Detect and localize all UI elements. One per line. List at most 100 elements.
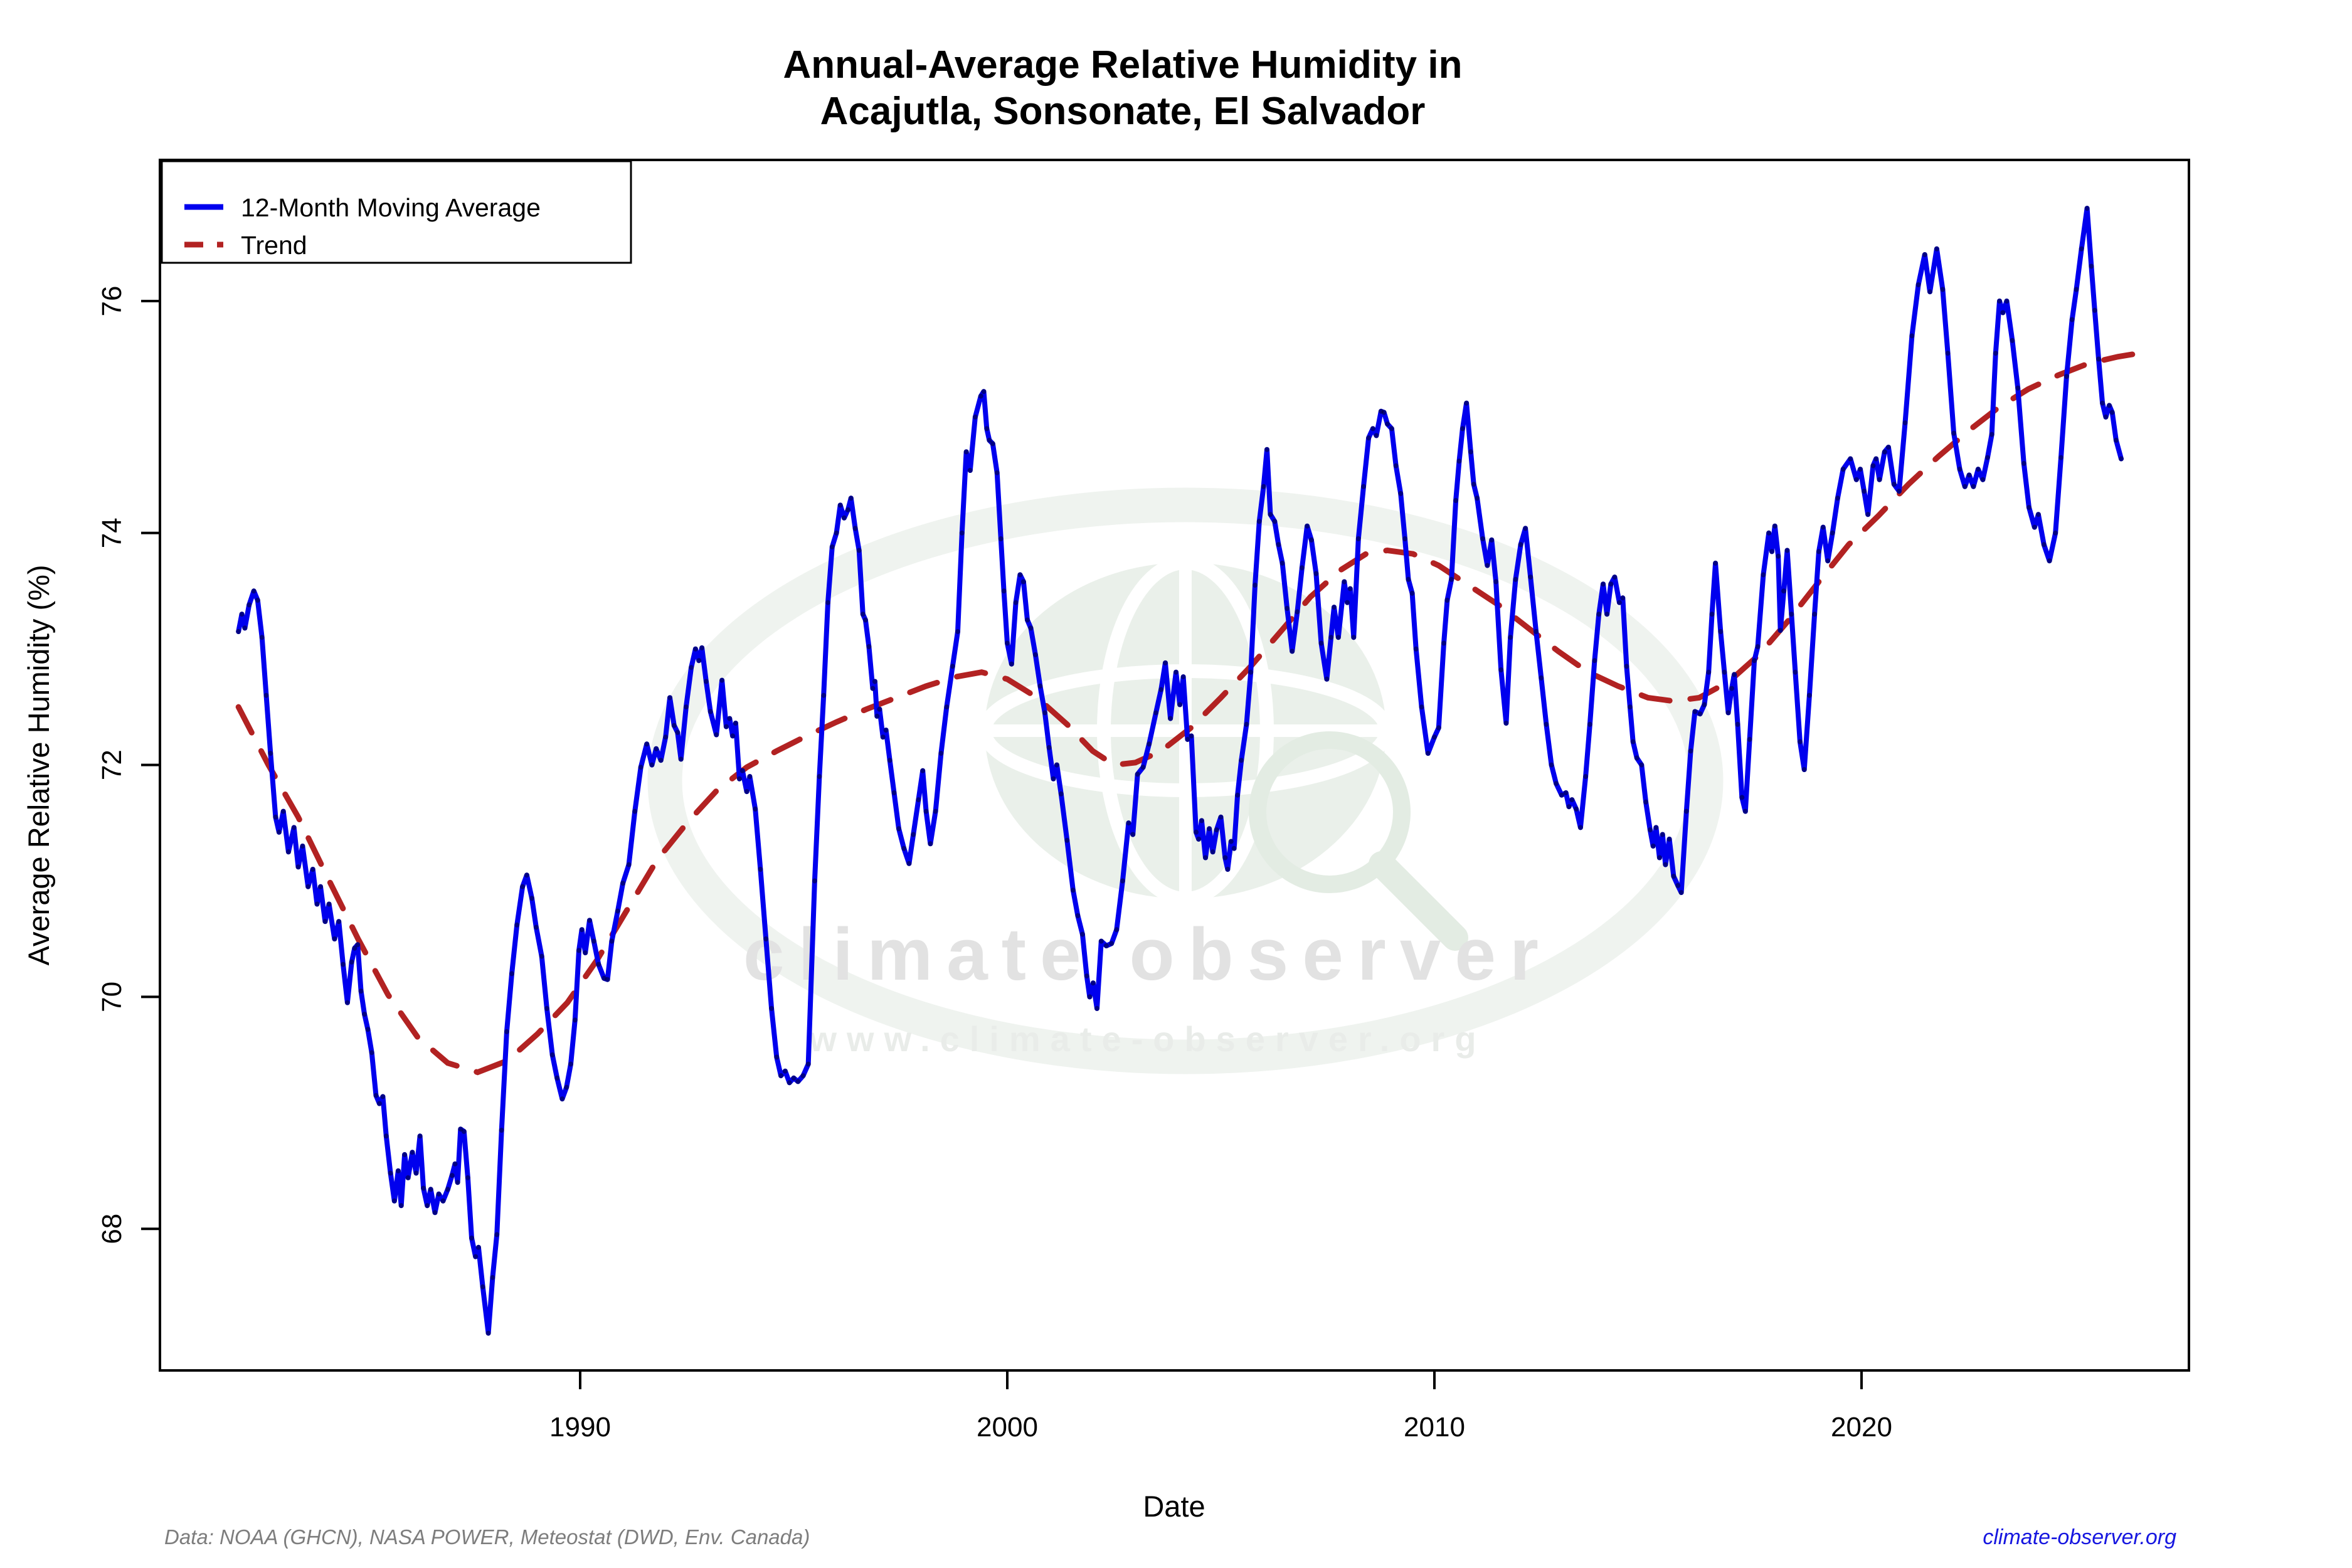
data-point-marker <box>978 393 983 399</box>
data-point-marker <box>1104 943 1109 948</box>
data-point-marker <box>352 945 358 951</box>
moving-average-point-markers <box>236 206 2124 1336</box>
site-link[interactable]: climate-observer.org <box>1983 1525 2176 1549</box>
data-point-marker <box>1777 628 1783 633</box>
data-point-marker <box>2015 385 2021 391</box>
data-point-marker <box>554 1075 560 1081</box>
data-point-marker <box>539 953 544 959</box>
data-point-marker <box>246 602 252 608</box>
data-point-marker <box>727 716 733 721</box>
data-point-marker <box>1656 855 1662 861</box>
data-point-marker <box>1755 644 1761 649</box>
data-point-marker <box>365 1027 371 1032</box>
data-point-marker <box>1459 426 1465 432</box>
data-point-marker <box>2035 512 2041 517</box>
data-point-marker <box>1729 686 1734 691</box>
data-point-marker <box>626 862 632 867</box>
data-point-marker <box>1374 433 1379 438</box>
data-point-marker <box>1639 762 1645 768</box>
watermark-url: www.climate-observer.org <box>808 1019 1486 1059</box>
data-point-marker <box>1025 617 1030 623</box>
data-point-marker <box>1865 512 1871 517</box>
data-point-marker <box>1419 704 1424 710</box>
data-point-marker <box>591 938 596 944</box>
data-point-marker <box>1747 736 1752 742</box>
data-point-marker <box>2100 400 2106 406</box>
data-point-marker <box>620 881 626 886</box>
data-point-marker <box>791 1075 797 1081</box>
data-point-marker <box>273 814 278 820</box>
data-point-marker <box>1032 652 1038 657</box>
data-point-marker <box>699 645 705 650</box>
data-point-marker <box>837 502 843 508</box>
data-point-marker <box>963 449 969 455</box>
data-point-marker <box>1739 795 1745 800</box>
data-point-marker <box>848 495 854 501</box>
data-point-marker <box>696 658 702 664</box>
data-point-marker <box>1268 512 1273 517</box>
data-point-marker <box>1835 495 1840 501</box>
data-point-marker <box>744 789 750 795</box>
data-point-marker <box>1882 449 1887 455</box>
data-point-marker <box>469 1236 474 1241</box>
data-point-marker <box>825 600 830 605</box>
data-point-marker <box>1534 629 1539 634</box>
data-point-marker <box>2074 287 2079 292</box>
data-point-marker <box>1075 913 1081 918</box>
data-point-marker <box>1305 523 1310 529</box>
data-point-marker <box>383 1133 389 1139</box>
data-point-marker <box>1051 776 1056 781</box>
data-point-marker <box>1180 674 1186 680</box>
data-point-marker <box>499 1128 504 1133</box>
magnifier-handle <box>1369 851 1468 951</box>
data-point-marker <box>1971 484 1976 489</box>
data-point-marker <box>428 1187 433 1192</box>
data-point-marker <box>1513 576 1518 582</box>
data-point-marker <box>295 864 301 870</box>
y-tick-label: 70 <box>97 982 127 1012</box>
data-point-marker <box>369 1050 374 1056</box>
data-point-marker <box>376 1101 382 1106</box>
data-point-marker <box>1366 435 1372 441</box>
data-point-marker <box>1079 931 1085 937</box>
data-point-marker <box>987 437 992 443</box>
data-point-marker <box>291 825 297 830</box>
data-point-marker <box>938 751 944 756</box>
data-point-marker <box>504 1029 509 1034</box>
data-point-marker <box>1653 825 1659 830</box>
data-point-marker <box>1909 333 1915 339</box>
data-point-marker <box>1456 458 1462 464</box>
data-point-marker <box>1140 765 1146 770</box>
data-point-marker <box>1660 832 1665 837</box>
data-point-marker <box>1702 702 1707 707</box>
data-point-marker <box>1406 576 1411 582</box>
data-point-marker <box>587 918 592 923</box>
data-point-marker <box>758 867 763 872</box>
data-point-marker <box>322 919 328 924</box>
data-point-marker <box>998 536 1004 541</box>
data-point-marker <box>332 936 337 941</box>
data-point-marker <box>2096 356 2101 362</box>
data-point-marker <box>1820 524 1826 530</box>
data-point-marker <box>576 948 581 953</box>
data-point-marker <box>1185 736 1190 742</box>
data-point-marker <box>769 1005 775 1011</box>
data-point-marker <box>1643 799 1649 805</box>
x-tick-label: 2020 <box>1831 1412 1892 1443</box>
data-point-marker <box>1566 804 1572 810</box>
data-point-marker <box>509 971 514 977</box>
data-point-marker <box>336 919 342 924</box>
data-point-marker <box>1793 669 1798 675</box>
data-point-marker <box>911 832 916 837</box>
data-point-marker <box>480 1284 485 1290</box>
data-point-marker <box>455 1180 460 1185</box>
data-point-marker <box>1210 849 1216 855</box>
data-point-marker <box>887 758 893 763</box>
data-point-marker <box>1630 739 1636 744</box>
data-point-marker <box>1862 489 1867 494</box>
data-point-marker <box>683 704 689 710</box>
data-point-marker <box>395 1168 401 1173</box>
data-point-marker <box>1647 827 1653 833</box>
data-point-marker <box>1776 553 1781 559</box>
data-point-marker <box>452 1161 458 1167</box>
